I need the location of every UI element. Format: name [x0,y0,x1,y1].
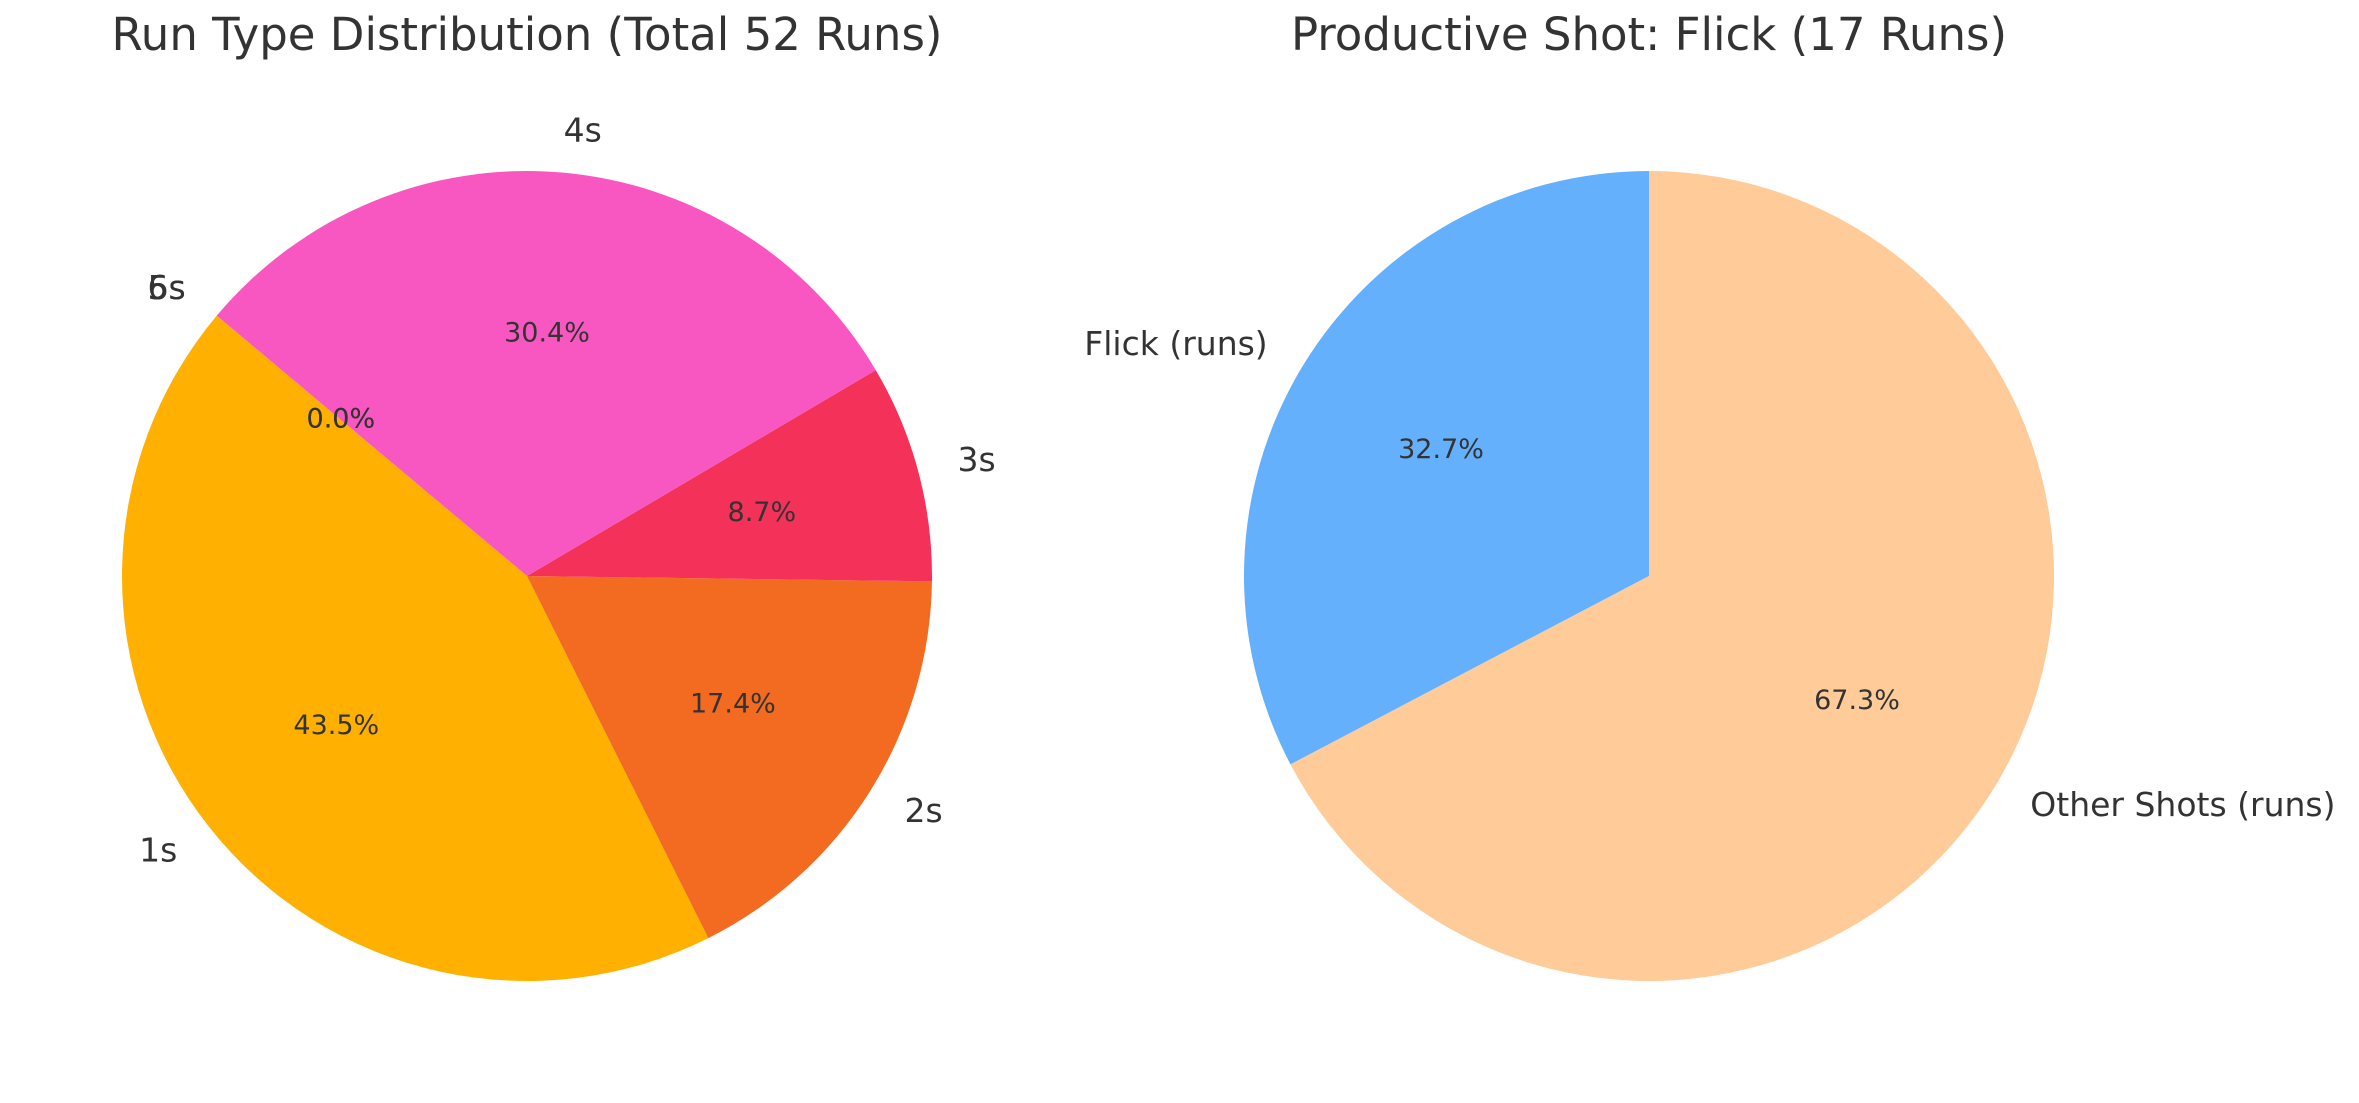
pie-slice [527,370,932,582]
slice-label: 6s [148,268,186,307]
pie-slice [216,170,876,576]
pie-slice [122,315,709,981]
value-label: 8.7% [728,497,797,528]
slice-label: 1s [139,831,177,870]
slice-label: 2s [904,791,942,830]
value-label: 32.7% [1398,434,1484,465]
value-label: 0.0% [307,403,376,434]
pie-slice [1290,171,2054,981]
slice-label: 3s [958,440,996,479]
pie-slice [216,315,527,576]
slice-label: Other Shots (runs) [2030,785,2335,824]
chart-title: Run Type Distribution (Total 52 Runs) [112,8,943,61]
chart-title: Productive Shot: Flick (17 Runs) [1291,8,2007,61]
value-label: 67.3% [1814,685,1900,716]
slice-label: 5s [148,268,186,307]
value-label: 43.5% [293,710,379,741]
slice-label: Flick (runs) [1084,324,1267,363]
value-label: 0.0% [307,403,376,434]
pie-slice [527,576,932,939]
pie-slice [1243,171,1649,765]
value-label: 30.4% [504,317,590,348]
value-label: 17.4% [690,689,776,720]
slice-label: 4s [564,111,602,150]
